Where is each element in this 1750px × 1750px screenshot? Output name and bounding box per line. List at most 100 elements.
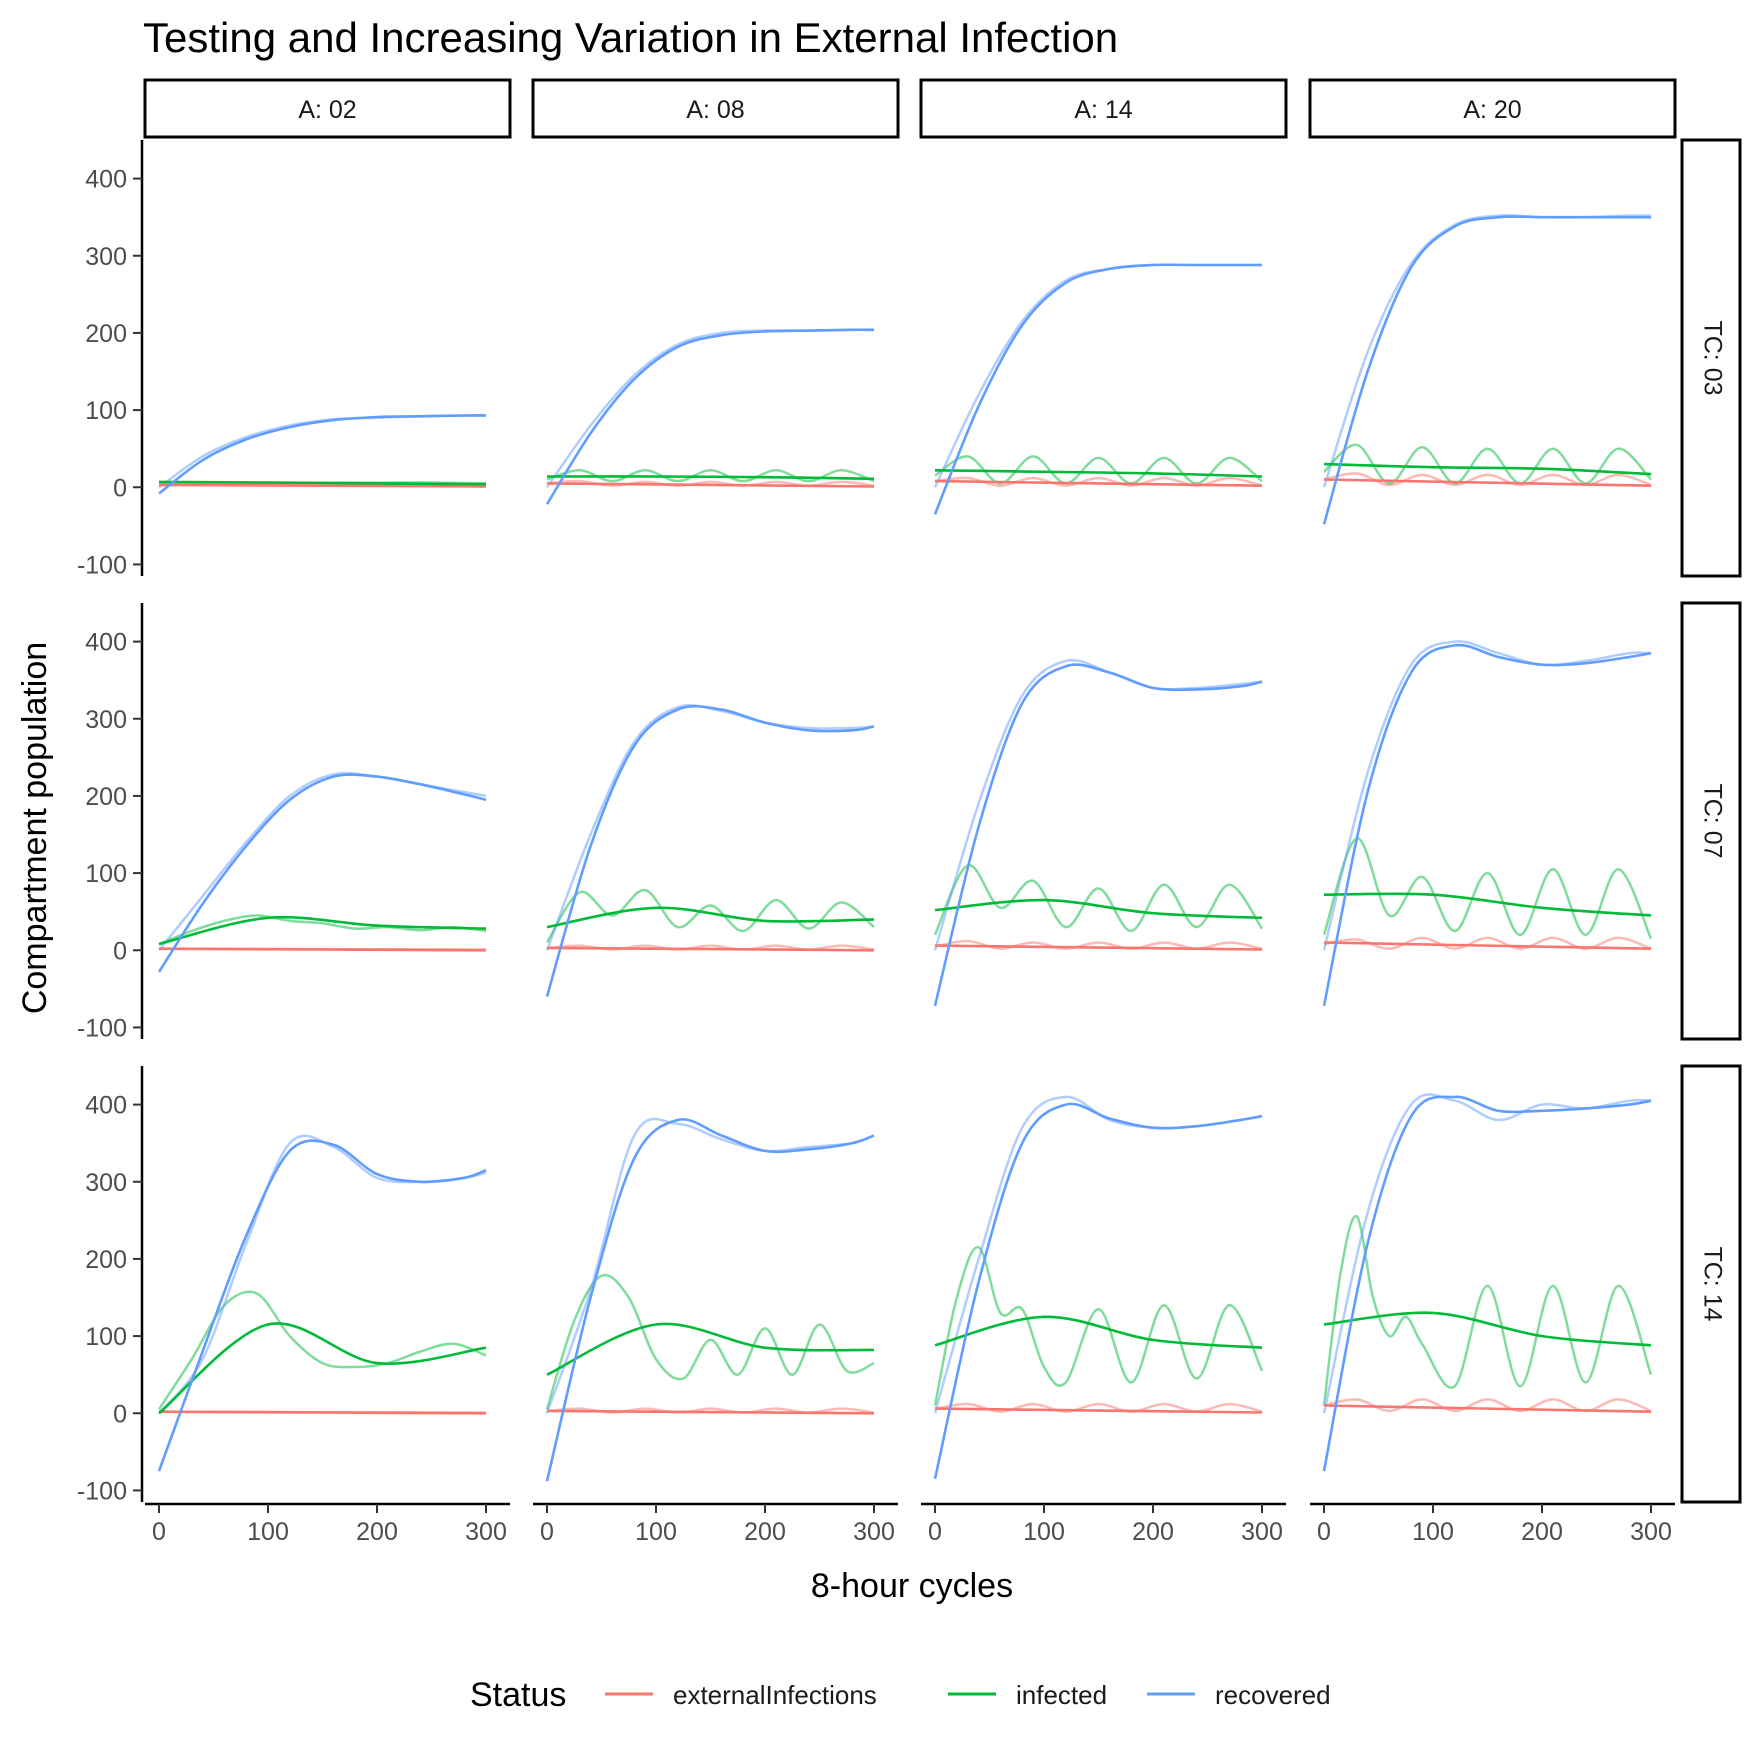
y-tick-label: 0	[113, 474, 127, 502]
y-axis-label: Compartment population	[16, 642, 54, 1014]
legend-title: Status	[470, 1676, 566, 1714]
y-tick-label: 200	[85, 783, 127, 811]
series-trend-infected	[934, 898, 1263, 920]
series-trend-infected	[1323, 892, 1652, 917]
series-raw-recovered	[933, 658, 1263, 951]
series-trend-recovered	[157, 773, 487, 973]
series-trend-externalInfections	[1323, 1404, 1652, 1413]
facet-strip-col-label: A: 02	[298, 96, 356, 124]
y-tick-label: 300	[85, 243, 127, 271]
series-trend-infected	[934, 1315, 1263, 1349]
series-trend-infected	[158, 480, 487, 486]
y-tick-label: 0	[113, 1400, 127, 1428]
facet-strip-col	[919, 78, 1288, 139]
series-trend-externalInfections	[158, 947, 487, 952]
series-raw-infected	[1322, 837, 1653, 940]
x-tick-label: 200	[356, 1518, 398, 1546]
series-raw-recovered	[158, 414, 487, 489]
series-raw-recovered	[545, 1117, 875, 1414]
series-trend-externalInfections	[934, 1407, 1263, 1414]
series-trend-infected	[934, 469, 1263, 478]
series-trend-recovered	[545, 1118, 875, 1482]
x-tick-label: 300	[1630, 1518, 1672, 1546]
facet-strip-col-label: A: 14	[1074, 96, 1132, 124]
x-tick-label: 0	[928, 1518, 942, 1546]
facet-strip-row	[1680, 1064, 1742, 1504]
series-trend-externalInfections	[934, 944, 1263, 951]
y-tick-label: 400	[85, 166, 127, 194]
series-trend-infected	[546, 1322, 875, 1376]
x-tick-label: 100	[247, 1518, 289, 1546]
series-trend-recovered	[1322, 643, 1652, 1007]
series-raw-recovered	[1322, 640, 1652, 951]
y-tick-label: -100	[77, 1014, 127, 1042]
series-raw-recovered	[1322, 214, 1652, 488]
facet-strip-col	[1308, 78, 1677, 139]
series-raw-recovered	[158, 771, 487, 952]
series-trend-recovered	[1322, 215, 1651, 525]
series-trend-infected	[158, 1322, 487, 1415]
series-trend-recovered	[933, 1102, 1263, 1480]
facet-strip-row	[1680, 138, 1742, 578]
series-raw-externalInfections	[1323, 472, 1652, 487]
y-tick-label: 300	[85, 706, 127, 734]
series-trend-externalInfections	[934, 479, 1263, 487]
legend-label: infected	[1016, 1680, 1107, 1710]
x-tick-label: 100	[635, 1518, 677, 1546]
y-tick-label: 400	[85, 1092, 127, 1120]
series-trend-recovered	[545, 328, 875, 505]
series-raw-recovered	[158, 1134, 487, 1415]
legend-label: recovered	[1215, 1680, 1331, 1710]
series-raw-infected	[157, 1290, 487, 1411]
y-tick-label: 100	[85, 1323, 127, 1351]
facet-strip-row-label: TC: 07	[1698, 783, 1726, 858]
y-tick-label: 100	[85, 860, 127, 888]
series-raw-infected	[933, 1246, 1264, 1406]
y-tick-label: 400	[85, 629, 127, 657]
series-trend-infected	[158, 915, 487, 946]
series-trend-infected	[1323, 1311, 1652, 1347]
facet-strip-col	[531, 78, 900, 139]
y-tick-label: 200	[85, 320, 127, 348]
x-tick-label: 200	[1132, 1518, 1174, 1546]
panel-grid: A: 02 A: 08 A: 14 A: 20 TC: 03 TC: 07 TC: 14 -1…	[77, 78, 1742, 1546]
series-trend-infected	[546, 475, 875, 481]
y-tick-label: -100	[77, 1477, 127, 1505]
series-trend-recovered	[933, 263, 1262, 515]
series-raw-infected	[1322, 1215, 1653, 1406]
facet-strip-row	[1680, 601, 1742, 1041]
series-raw-recovered	[933, 263, 1262, 488]
series-trend-externalInfections	[1323, 941, 1652, 950]
series-raw-externalInfections	[1323, 1398, 1652, 1413]
series-trend-externalInfections	[1323, 478, 1652, 487]
series-trend-recovered	[545, 704, 875, 997]
series-raw-infected	[934, 455, 1263, 485]
facet-strip-col-label: A: 20	[1463, 96, 1521, 124]
series-trend-externalInfections	[546, 482, 875, 488]
y-tick-label: 200	[85, 1246, 127, 1274]
x-tick-label: 200	[1521, 1518, 1563, 1546]
x-tick-label: 0	[152, 1518, 166, 1546]
y-tick-label: 300	[85, 1169, 127, 1197]
facet-strip-col	[143, 78, 512, 139]
x-axis-label: 8-hour cycles	[811, 1567, 1013, 1605]
series-trend-externalInfections	[546, 946, 875, 952]
series-trend-recovered	[158, 414, 487, 495]
chart-title: Testing and Increasing Variation in Exte…	[143, 14, 1118, 61]
y-tick-label: 0	[113, 937, 127, 965]
series-raw-infected	[545, 1273, 875, 1410]
series-raw-infected	[933, 864, 1264, 936]
x-tick-label: 0	[540, 1518, 554, 1546]
x-tick-label: 300	[853, 1518, 895, 1546]
x-tick-label: 200	[744, 1518, 786, 1546]
y-tick-label: -100	[77, 551, 127, 579]
x-tick-label: 0	[1317, 1518, 1331, 1546]
series-trend-externalInfections	[158, 483, 487, 488]
legend-label: externalInfections	[673, 1680, 877, 1710]
series-trend-recovered	[1322, 1095, 1652, 1472]
series-trend-externalInfections	[546, 1409, 875, 1415]
series-raw-infected	[545, 888, 875, 944]
y-tick-label: 100	[85, 397, 127, 425]
series-trend-externalInfections	[158, 1410, 487, 1415]
